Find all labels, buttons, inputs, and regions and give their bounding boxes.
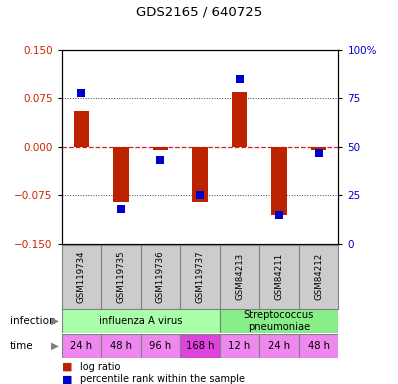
Text: ▶: ▶	[51, 341, 59, 351]
Text: percentile rank within the sample: percentile rank within the sample	[80, 374, 245, 384]
Bar	[232, 92, 248, 147]
Point	[157, 157, 164, 164]
Text: GSM84213: GSM84213	[235, 253, 244, 301]
Text: 24 h: 24 h	[70, 341, 92, 351]
Bar	[180, 334, 220, 358]
Text: ▶: ▶	[51, 316, 59, 326]
Text: ■: ■	[62, 374, 72, 384]
Text: infection: infection	[10, 316, 56, 326]
Point	[197, 192, 203, 199]
Text: 48 h: 48 h	[110, 341, 132, 351]
Bar	[113, 147, 129, 202]
Text: time: time	[10, 341, 33, 351]
Text: 48 h: 48 h	[308, 341, 330, 351]
Text: GSM119734: GSM119734	[77, 250, 86, 303]
Bar	[259, 334, 299, 358]
Bar	[62, 309, 220, 333]
Point	[276, 212, 282, 218]
Text: GSM119735: GSM119735	[117, 250, 125, 303]
Text: Streptococcus
pneumoniae: Streptococcus pneumoniae	[244, 310, 314, 332]
Bar	[192, 147, 208, 202]
Text: log ratio: log ratio	[80, 362, 120, 372]
Bar	[271, 147, 287, 215]
Text: GSM119736: GSM119736	[156, 250, 165, 303]
Text: 24 h: 24 h	[268, 341, 290, 351]
Text: 168 h: 168 h	[186, 341, 214, 351]
Point	[78, 89, 85, 96]
Bar	[220, 334, 259, 358]
Text: GSM84212: GSM84212	[314, 253, 323, 301]
Text: 12 h: 12 h	[228, 341, 251, 351]
Point	[118, 206, 124, 212]
Text: GSM84211: GSM84211	[275, 253, 283, 301]
Bar	[299, 334, 338, 358]
Text: influenza A virus: influenza A virus	[99, 316, 182, 326]
Bar	[74, 111, 90, 147]
Bar	[220, 309, 338, 333]
Bar	[311, 147, 326, 150]
Text: GDS2165 / 640725: GDS2165 / 640725	[136, 6, 262, 19]
Text: ■: ■	[62, 362, 72, 372]
Bar	[152, 147, 168, 150]
Text: 96 h: 96 h	[149, 341, 172, 351]
Point	[315, 150, 322, 156]
Bar	[101, 334, 141, 358]
Bar	[141, 334, 180, 358]
Point	[236, 76, 243, 82]
Bar	[62, 334, 101, 358]
Text: GSM119737: GSM119737	[195, 250, 205, 303]
